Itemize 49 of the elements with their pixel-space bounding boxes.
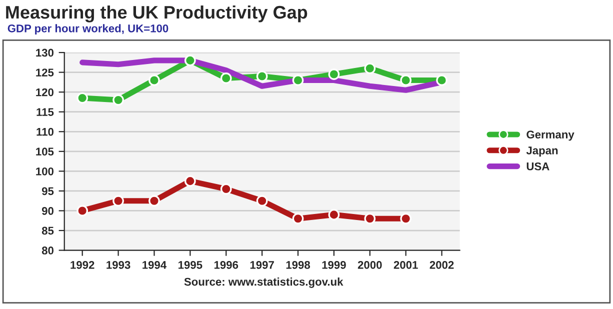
point <box>220 72 232 84</box>
source-note: Source: www.statistics.gov.uk <box>184 278 344 288</box>
point <box>76 205 88 216</box>
chart-subtitle: GDP per hour worked, UK=100 <box>8 24 168 35</box>
point <box>112 195 124 207</box>
point <box>292 74 304 86</box>
y-tick-label: 120 <box>36 88 54 96</box>
point <box>328 208 340 220</box>
point <box>364 62 376 74</box>
y-tick-label: 110 <box>36 128 54 136</box>
y-tick-label: 125 <box>36 68 54 76</box>
point <box>184 54 196 66</box>
legend-label: Japan <box>526 146 558 157</box>
point <box>400 74 412 86</box>
x-tick-label: 2000 <box>358 261 382 269</box>
point <box>220 183 232 195</box>
point <box>76 92 88 104</box>
x-tick-label: 1996 <box>214 261 238 269</box>
point <box>112 94 124 106</box>
chart-title: Measuring the UK Productivity Gap <box>6 5 308 22</box>
y-tick-label: 90 <box>42 207 54 215</box>
x-tick-label: 1998 <box>286 261 310 269</box>
x-tick-label: 2002 <box>430 261 454 269</box>
x-tick-label: 1993 <box>106 261 130 269</box>
y-tick-label: 95 <box>42 187 54 196</box>
point <box>148 195 160 207</box>
y-tick-label: 115 <box>36 108 54 116</box>
point <box>364 212 376 224</box>
point <box>256 195 268 207</box>
x-tick-label: 1999 <box>322 261 346 269</box>
x-tick-label: 1992 <box>70 261 94 269</box>
point <box>328 68 340 80</box>
x-tick-label: 1997 <box>250 261 274 269</box>
y-tick-label: 85 <box>42 226 54 235</box>
point <box>148 74 160 86</box>
point <box>292 212 304 224</box>
point <box>184 175 196 187</box>
y-tick-label: 105 <box>36 148 54 156</box>
legend-label: USA <box>526 162 550 170</box>
y-tick-label: 130 <box>36 48 54 57</box>
point <box>436 74 448 86</box>
y-tick-label: 100 <box>36 167 54 176</box>
point <box>256 70 268 82</box>
x-tick-label: 2001 <box>394 261 418 269</box>
legend-label: Germany <box>526 130 574 141</box>
y-tick-label: 80 <box>42 246 54 254</box>
x-tick-label: 1995 <box>178 261 202 269</box>
x-tick-label: 1994 <box>142 261 167 269</box>
point <box>400 212 412 224</box>
